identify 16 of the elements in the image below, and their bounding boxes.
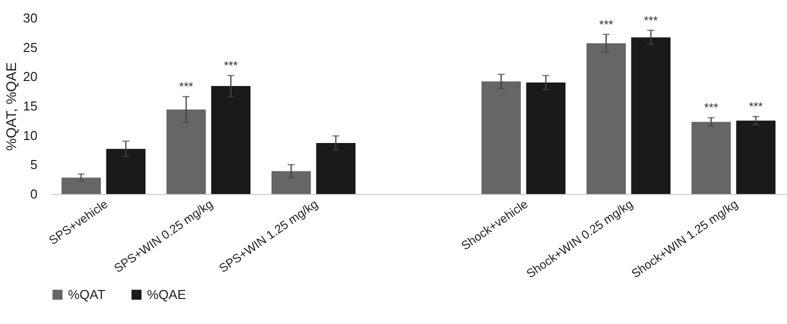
- legend-label: %QAT: [68, 286, 106, 302]
- y-tick-label: 25: [23, 40, 38, 55]
- y-tick-label: 10: [23, 128, 38, 143]
- annotation: ***: [644, 13, 658, 28]
- annotation: ***: [599, 17, 614, 32]
- legend-label: %QAE: [147, 286, 186, 302]
- y-tick-label: 15: [23, 98, 38, 114]
- y-tick-label: 0: [30, 186, 38, 202]
- annotation: ***: [748, 100, 764, 114]
- y-tick-label: 20: [23, 69, 38, 84]
- y-tick-label: 5: [30, 157, 38, 172]
- annotation: ***: [224, 58, 238, 72]
- y-tick-label: 30: [23, 10, 38, 26]
- y-axis-title: %QAT, %QAE: [3, 62, 20, 151]
- annotation: ***: [179, 80, 194, 94]
- annotation: ***: [704, 100, 718, 115]
